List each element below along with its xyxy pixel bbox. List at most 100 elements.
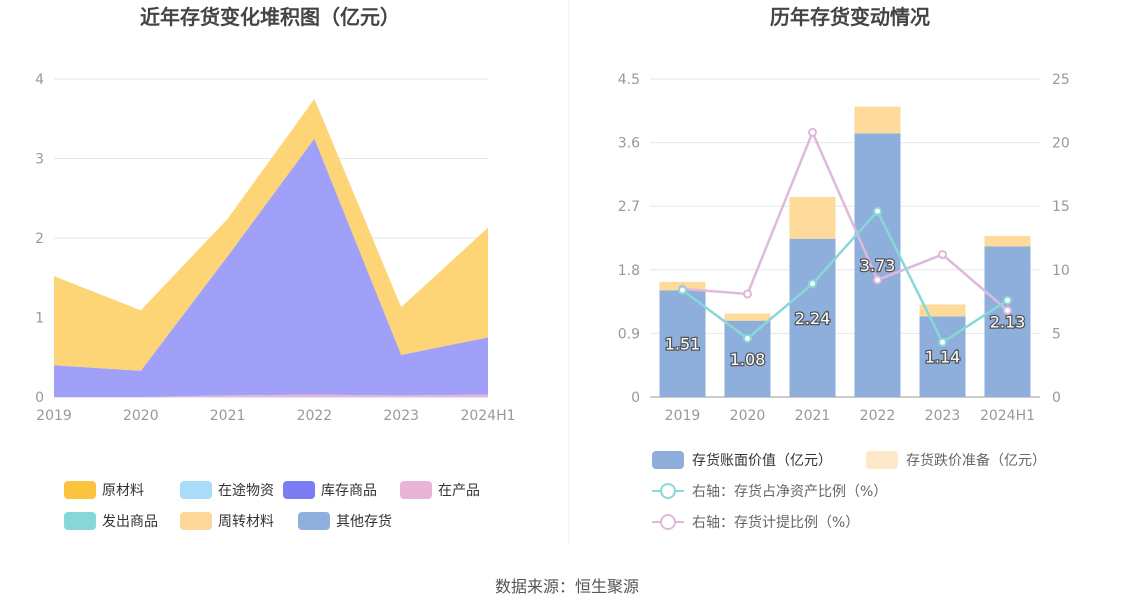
- line-series: [681, 209, 1009, 345]
- left-area-series: [54, 98, 488, 397]
- legend-swatch: [400, 481, 432, 499]
- bar-line-combo-chart: 历年存货变动情况 1.51 1.08 2.24 3.73 1.14 2.13 0 0.9 1.…: [618, 5, 1070, 531]
- bar-data-label: 1.08: [730, 350, 766, 369]
- left-x-tick-label: 2023: [383, 408, 419, 424]
- line-point: [743, 289, 752, 299]
- legend-swatch: [298, 512, 330, 530]
- line-series: [682, 129, 1009, 312]
- legend-swatch: [866, 451, 898, 469]
- right-y-tick-label: 0: [631, 390, 640, 406]
- legend-label: 其他存货: [336, 513, 392, 530]
- line-point: [1003, 295, 1012, 305]
- right-y2-tick-label: 10: [1052, 263, 1070, 279]
- right-x-tick-label: 2020: [730, 408, 766, 424]
- line-point: [808, 127, 817, 137]
- right-y-tick-label: 1.8: [618, 263, 640, 279]
- bar-data-label: 3.73: [860, 256, 896, 275]
- left-chart-title: 近年存货变化堆积图（亿元）: [140, 5, 400, 29]
- area-series-在产品: [54, 394, 488, 397]
- left-x-tick-label: 2020: [123, 408, 159, 424]
- legend-label: 库存商品: [321, 483, 377, 499]
- line-point: [743, 333, 752, 343]
- line-point: [938, 250, 947, 260]
- legend-swatch: [64, 512, 96, 530]
- legend-swatch: [652, 451, 684, 469]
- left-y-tick-label: 3: [35, 152, 44, 168]
- right-y2-tick-label: 20: [1052, 136, 1070, 152]
- right-y-tick-label: 2.7: [618, 199, 640, 215]
- right-x-tick-label: 2022: [860, 408, 896, 424]
- right-y-tick-label: 3.6: [618, 136, 640, 152]
- legend-line-marker: [660, 483, 676, 499]
- right-chart-title: 历年存货变动情况: [770, 5, 930, 29]
- bar-impairment: [919, 304, 966, 317]
- bar-data-label: 2.13: [990, 313, 1026, 332]
- right-y2-tick-label: 5: [1052, 326, 1061, 342]
- legend-label: 发出商品: [102, 514, 158, 530]
- left-x-tick-label: 2022: [297, 408, 333, 424]
- left-y-tick-label: 0: [35, 390, 44, 406]
- line-point: [678, 285, 687, 295]
- left-x-tick-label: 2021: [210, 408, 246, 424]
- right-right-y-axis-ticks: 0 5 10 15 20 25: [1052, 72, 1070, 406]
- right-x-tick-label: 2021: [795, 408, 831, 424]
- right-bar-labels: 1.51 1.08 2.24 3.73 1.14 2.13: [663, 255, 1026, 370]
- legend-label: 周转材料: [218, 514, 274, 530]
- stacked-area-chart: 近年存货变化堆积图（亿元） 0 1 2 3 4 2019 2020 2021 2022 2023…: [35, 5, 516, 530]
- legend-swatch: [283, 481, 315, 499]
- data-source: 数据来源：恒生聚源: [495, 577, 639, 596]
- bar-book-value: [984, 246, 1031, 397]
- right-x-tick-label: 2024H1: [980, 408, 1035, 424]
- bar-data-label: 1.51: [665, 335, 701, 354]
- legend-label: 原材料: [102, 483, 144, 499]
- area-series-原材料: [54, 98, 488, 371]
- left-y-tick-label: 4: [35, 72, 44, 88]
- bar-impairment: [854, 106, 901, 134]
- legend-label: 存货跌价准备（亿元）: [906, 452, 1046, 469]
- line-point: [873, 275, 882, 285]
- right-legend: 存货账面价值（亿元） 存货跌价准备（亿元） 右轴：存货占净资产比例（%） 右轴：存货计…: [652, 451, 1046, 531]
- left-x-tick-label: 2019: [36, 408, 72, 424]
- legend-swatch: [180, 481, 212, 499]
- right-x-tick-label: 2019: [665, 408, 701, 424]
- left-y-tick-label: 1: [35, 311, 44, 327]
- left-y-tick-label: 2: [35, 231, 44, 247]
- bar-impairment: [789, 197, 836, 239]
- right-y2-tick-label: 0: [1052, 390, 1061, 406]
- bar-impairment: [724, 313, 771, 321]
- line-point: [808, 279, 817, 289]
- right-x-axis-ticks: 2019 2020 2021 2022 2023 2024H1: [665, 408, 1035, 424]
- right-left-y-axis-ticks: 0 0.9 1.8 2.7 3.6 4.5: [618, 72, 640, 406]
- bar-book-value: [919, 316, 966, 397]
- bar-impairment: [984, 235, 1031, 247]
- line-point: [873, 206, 882, 216]
- right-y2-tick-label: 25: [1052, 72, 1070, 88]
- right-y-tick-label: 0.9: [618, 326, 640, 342]
- legend-label: 存货账面价值（亿元）: [692, 452, 832, 469]
- bar-book-value: [659, 290, 706, 397]
- left-x-tick-label: 2024H1: [460, 408, 515, 424]
- legend-swatch: [180, 512, 212, 530]
- right-bar-series: [659, 106, 1031, 397]
- legend-label: 右轴：存货计提比例（%）: [692, 514, 859, 531]
- bar-book-value: [724, 320, 771, 397]
- legend-line-marker: [660, 514, 676, 530]
- line-point: [1003, 306, 1012, 316]
- legend-swatch: [64, 481, 96, 499]
- bar-data-label: 2.24: [795, 309, 831, 328]
- legend-label: 右轴：存货占净资产比例（%）: [692, 483, 887, 500]
- right-gridlines: [650, 78, 1040, 398]
- left-x-axis-ticks: 2019 2020 2021 2022 2023 2024H1: [36, 408, 515, 424]
- right-x-tick-label: 2023: [925, 408, 961, 424]
- bar-book-value: [854, 133, 901, 397]
- legend-label: 在产品: [438, 483, 480, 499]
- area-series-库存商品: [54, 138, 488, 397]
- right-line-series: [678, 127, 1012, 347]
- right-y-tick-label: 4.5: [618, 72, 640, 88]
- line-point: [938, 337, 947, 347]
- bar-data-label: 1.14: [925, 348, 961, 367]
- right-y2-tick-label: 15: [1052, 199, 1070, 215]
- left-y-axis-ticks: 0 1 2 3 4: [35, 72, 44, 406]
